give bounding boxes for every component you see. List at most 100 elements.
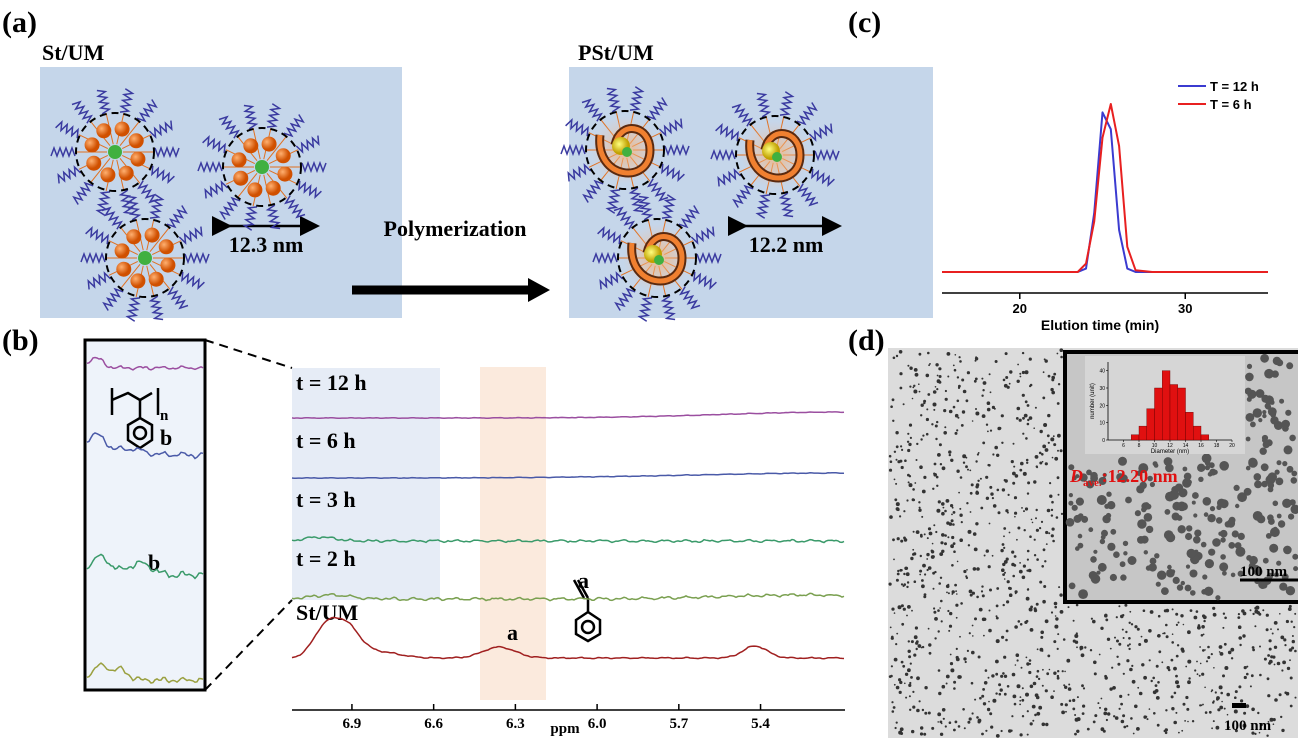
- particle: [1003, 527, 1006, 530]
- particle: [982, 389, 984, 391]
- particle: [894, 498, 897, 501]
- particle: [1046, 672, 1049, 675]
- particle: [1056, 516, 1059, 519]
- particle: [1137, 687, 1139, 689]
- particle: [1244, 676, 1247, 679]
- particle: [945, 725, 947, 727]
- particle: [975, 460, 977, 462]
- particle: [1002, 672, 1005, 675]
- particle: [904, 459, 907, 462]
- particle: [926, 408, 928, 410]
- particle: [910, 367, 912, 369]
- particle: [984, 555, 986, 557]
- particle: [900, 445, 902, 447]
- particle: [969, 590, 973, 594]
- particle: [896, 502, 900, 506]
- particle: [990, 391, 992, 393]
- particle: [963, 390, 967, 394]
- particle: [905, 673, 908, 676]
- particle: [1090, 649, 1092, 651]
- particle: [1043, 423, 1047, 427]
- particle: [1270, 400, 1275, 405]
- particle: [940, 733, 943, 736]
- bar: [1131, 435, 1139, 440]
- particle: [980, 478, 982, 480]
- particle: [1027, 588, 1029, 590]
- scale-bar: [1232, 703, 1246, 708]
- particle: [1050, 388, 1053, 391]
- particle: [916, 443, 918, 445]
- particle: [1183, 467, 1188, 472]
- particle: [908, 640, 910, 642]
- particle: [924, 573, 926, 575]
- particle: [1149, 659, 1151, 661]
- particle: [1203, 634, 1205, 636]
- particle: [976, 596, 979, 599]
- particle: [990, 492, 993, 495]
- particle: [979, 697, 982, 700]
- particle: [1093, 661, 1097, 665]
- monomer: [115, 243, 130, 258]
- spectrum-label: t = 12 h: [296, 370, 367, 395]
- particle: [1217, 499, 1226, 508]
- particle: [1019, 469, 1022, 472]
- particle: [979, 608, 983, 612]
- particle: [1027, 559, 1029, 561]
- particle: [931, 550, 934, 553]
- particle: [1226, 693, 1230, 697]
- particle: [1220, 554, 1226, 560]
- particle: [1004, 675, 1007, 678]
- x-tick-label: 5.7: [669, 716, 688, 732]
- particle: [1063, 638, 1066, 641]
- particle: [1053, 435, 1055, 437]
- particle: [1235, 547, 1245, 557]
- particle: [920, 438, 922, 440]
- particle: [1184, 473, 1192, 481]
- particle: [906, 499, 908, 501]
- particle: [1224, 666, 1228, 670]
- particle: [1057, 648, 1059, 650]
- particle: [1281, 669, 1283, 671]
- particle: [1202, 574, 1207, 579]
- particle: [969, 717, 972, 720]
- particle: [1033, 427, 1035, 429]
- particle: [926, 418, 929, 421]
- particle: [1274, 646, 1277, 649]
- particle: [912, 387, 914, 389]
- particle: [972, 420, 974, 422]
- particle: [891, 636, 894, 639]
- particle: [1143, 676, 1147, 680]
- particle: [1040, 430, 1043, 433]
- particle: [1246, 437, 1251, 442]
- particle: [903, 537, 906, 540]
- particle: [943, 431, 947, 435]
- particle: [1171, 641, 1174, 644]
- particle: [1008, 494, 1010, 496]
- particle: [1200, 663, 1202, 665]
- particle: [1281, 729, 1284, 732]
- particle: [951, 514, 953, 516]
- particle: [944, 426, 946, 428]
- particle: [1277, 628, 1279, 630]
- particle: [907, 581, 909, 583]
- particle: [1042, 461, 1044, 463]
- particle: [1040, 636, 1043, 639]
- particle: [948, 450, 951, 453]
- particle: [1178, 488, 1187, 497]
- particle: [1173, 577, 1180, 584]
- particle: [990, 430, 992, 432]
- particle: [961, 379, 964, 382]
- particle: [950, 544, 954, 548]
- particle: [1020, 462, 1024, 466]
- particle: [978, 720, 981, 723]
- particle: [1038, 678, 1040, 680]
- particle: [1212, 701, 1214, 703]
- particle: [1042, 669, 1044, 671]
- particle: [1049, 669, 1051, 671]
- particle: [1224, 643, 1227, 646]
- particle: [1290, 677, 1293, 680]
- particle: [981, 590, 983, 592]
- particle: [1128, 556, 1137, 565]
- particle: [1026, 620, 1029, 623]
- particle: [899, 691, 902, 694]
